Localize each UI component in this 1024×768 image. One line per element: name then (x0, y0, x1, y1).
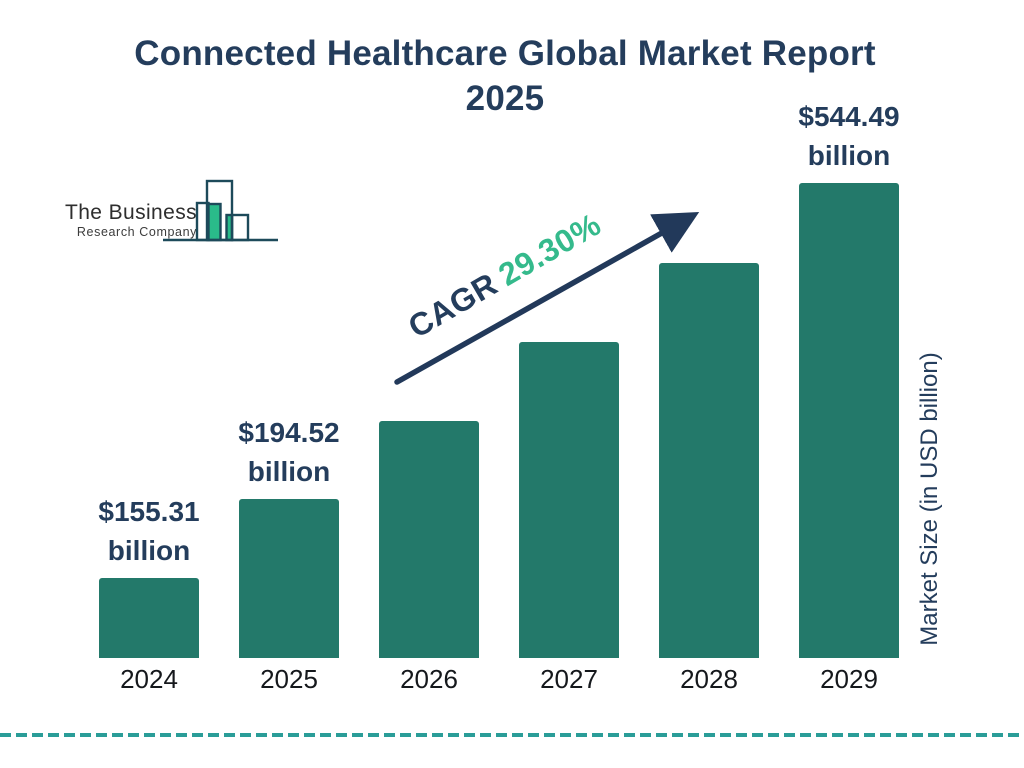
x-tick-2026: 2026 (400, 664, 458, 694)
cagr-prefix: CAGR (402, 265, 504, 345)
footer-dashed-divider (0, 733, 1024, 737)
company-logo-name: The Business (64, 201, 197, 224)
page-title-line1: Connected Healthcare Global Market Repor… (134, 34, 876, 73)
bar-2028 (659, 263, 759, 658)
bar-2025 (239, 499, 339, 658)
value-label-2025: $194.52 billion (238, 417, 340, 487)
bar-2027 (519, 342, 619, 658)
x-tick-2029: 2029 (820, 664, 878, 694)
bar-2026 (379, 421, 479, 658)
x-tick-2028: 2028 (680, 664, 738, 694)
cagr-label: CAGR29.30% (389, 198, 623, 357)
logo-bars-icon (163, 179, 278, 242)
cagr-value: 29.30% (492, 205, 607, 293)
value-label-2029: $544.49 billion (798, 101, 900, 171)
bar-2029 (799, 183, 899, 658)
company-logo-subname: Research Company (76, 225, 197, 239)
x-tick-2027: 2027 (540, 664, 598, 694)
value-label-2024: $155.31 billion (98, 496, 200, 566)
x-tick-2024: 2024 (120, 664, 178, 694)
page-title: Connected Healthcare Global Market Repor… (0, 31, 1010, 121)
page-title-line2: 2025 (465, 79, 545, 118)
bar-2024 (99, 578, 199, 658)
x-tick-2025: 2025 (260, 664, 318, 694)
company-logo-text: The Business Research Company (40, 201, 197, 240)
y-axis-label: Market Size (in USD billion) (916, 352, 943, 646)
